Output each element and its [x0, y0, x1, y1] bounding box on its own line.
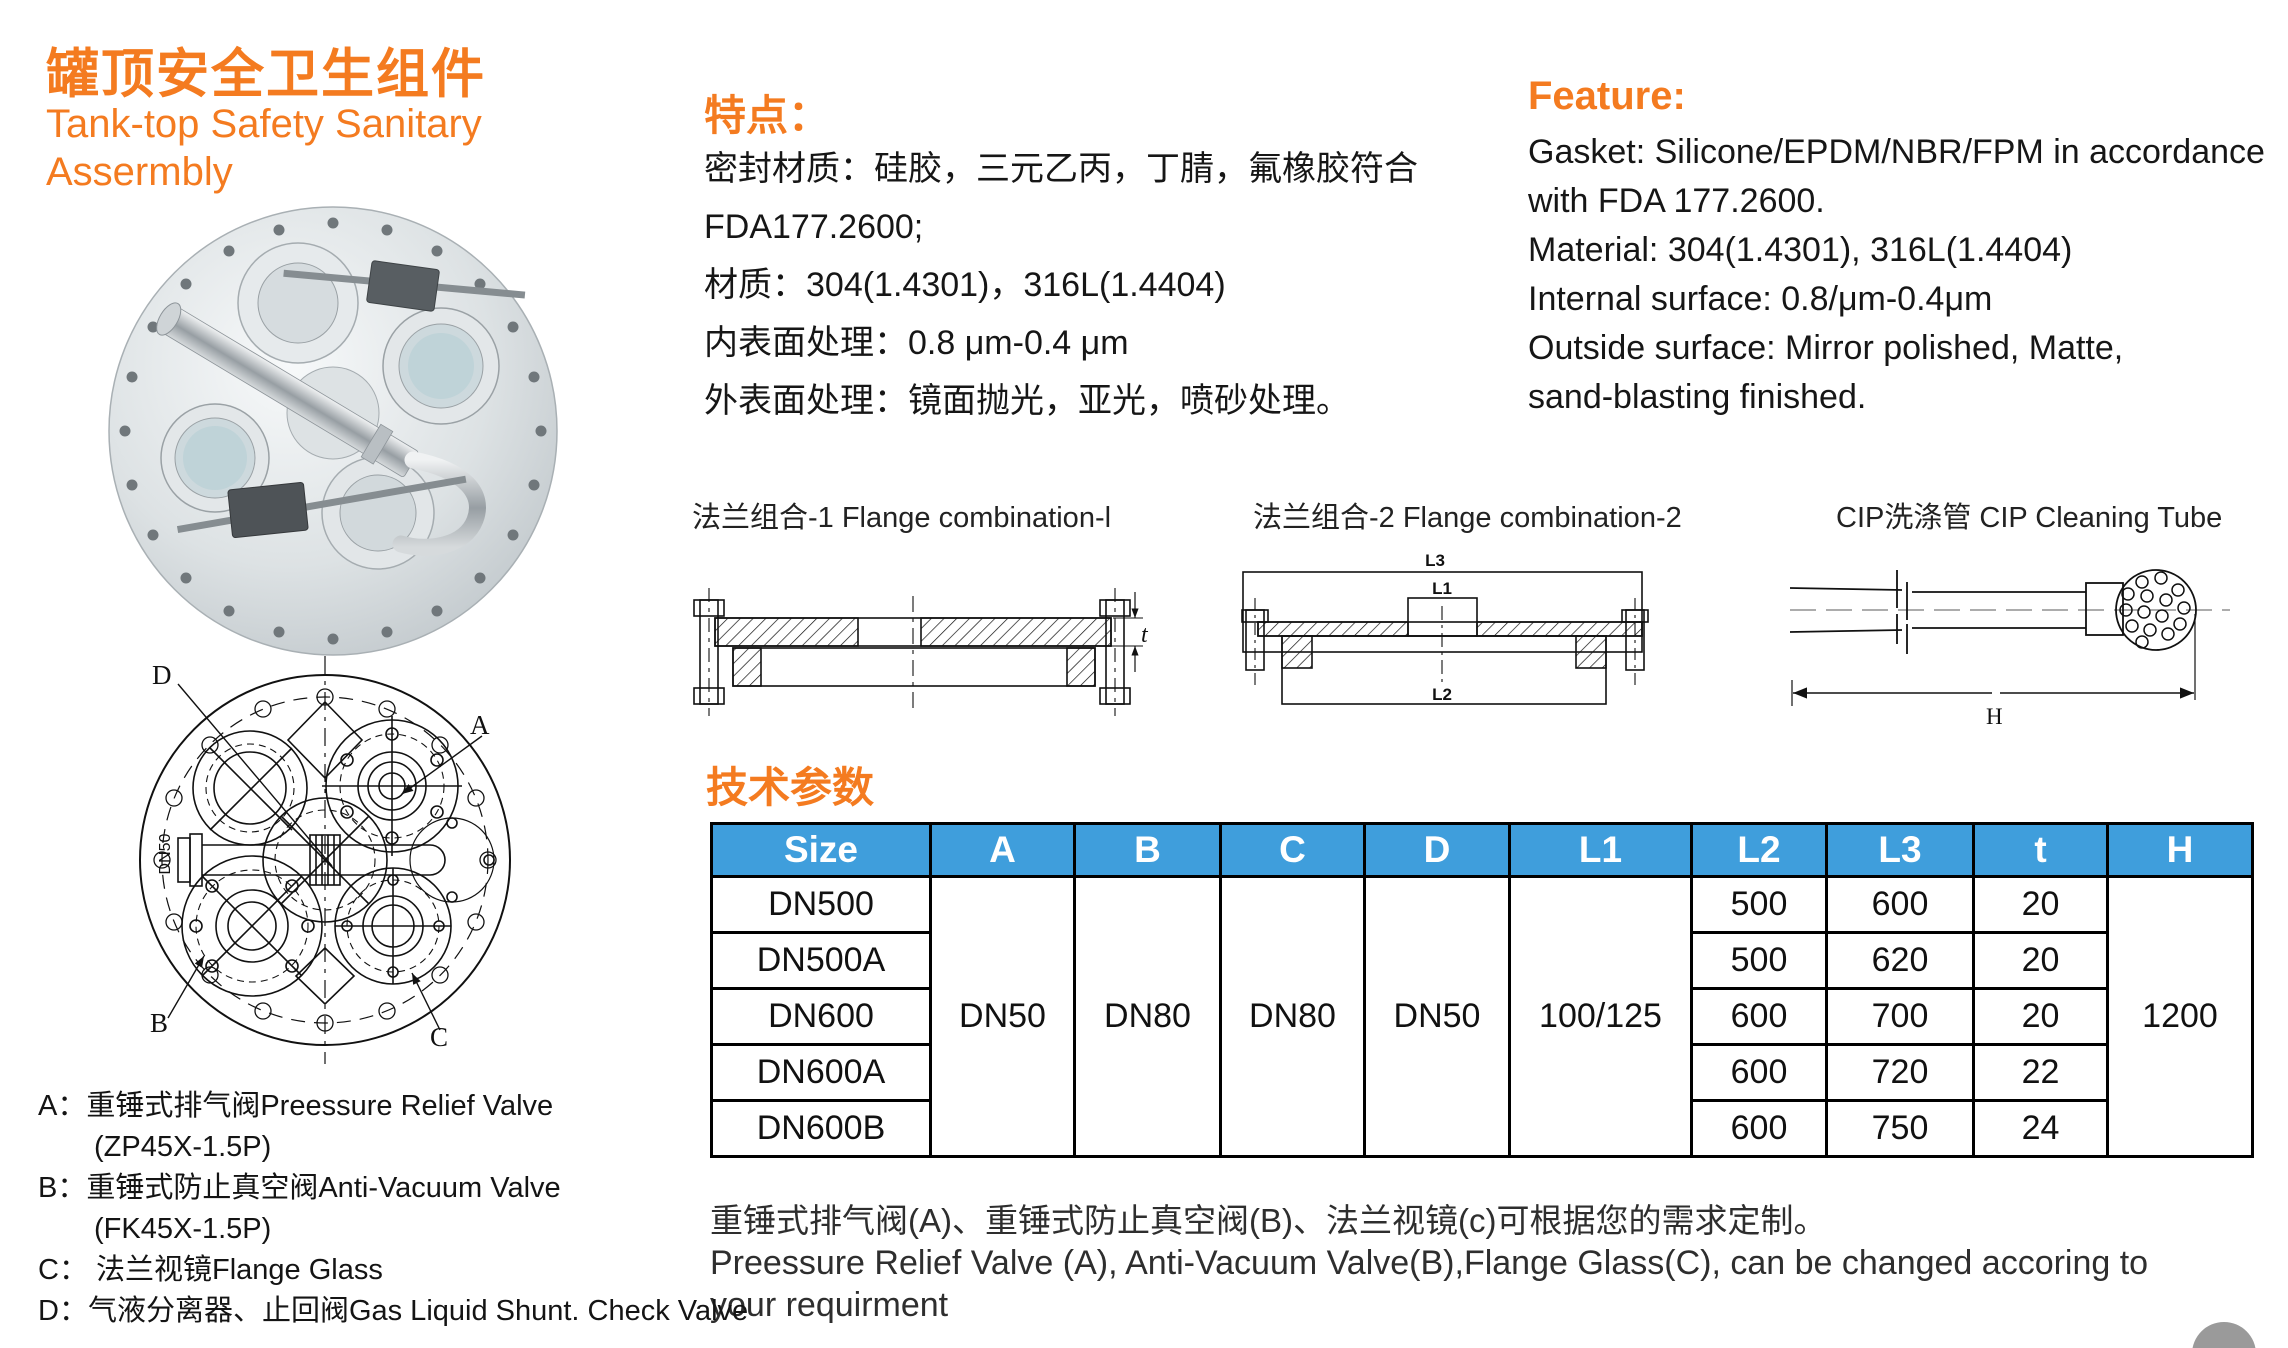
table-cell: 720 [1825, 1043, 1975, 1102]
bolt-holes [119, 217, 547, 645]
col-header-d: D [1363, 822, 1511, 878]
flange-combination-2-label: 法兰组合-2 Flange combination-2 [1253, 502, 1682, 534]
note-en-line1: Preessure Relief Valve (A), Anti-Vacuum … [710, 1244, 2149, 1282]
table-row: DN600 600 700 20 [710, 987, 2253, 1046]
table-cell: DN600 [710, 987, 932, 1046]
callout-b-label: B [150, 1008, 168, 1038]
feature-line: Gasket: Silicone/EPDM/NBR/FPM in accorda… [1528, 133, 2265, 171]
col-header-size: Size [710, 822, 932, 878]
dim-l1-label: L1 [1432, 579, 1452, 598]
col-header-l3: L3 [1825, 822, 1975, 878]
feature-line: Internal surface: 0.8/μm-0.4μm [1528, 280, 1993, 318]
dim-l3-label: L3 [1425, 551, 1445, 570]
feature-line: 内表面处理：0.8 μm-0.4 μm [704, 324, 1129, 362]
feature-line: 密封材质：硅胶，三元乙丙，丁腈，氟橡胶符合 [704, 150, 1418, 188]
page-title-zh: 罐顶安全卫生组件 [46, 45, 486, 104]
table-cell: 600 [1690, 987, 1828, 1046]
table-cell: 600 [1690, 1099, 1828, 1158]
col-header-l2: L2 [1690, 822, 1828, 878]
table-cell: 500 [1690, 931, 1828, 990]
table-row: DN500 DN50 DN80 DN80 DN50 100/125 500 60… [710, 875, 2254, 1158]
legend-item-d: D：气液分离器、止回阀Gas Liquid Shunt. Check Valve [38, 1295, 749, 1327]
legend-item-b-model: (FK45X-1.5P) [94, 1213, 272, 1245]
feature-line: FDA177.2600; [704, 208, 924, 246]
page-title-en: Tank-top Safety Sanitary Assermbly [46, 100, 482, 196]
pipe-size-label: DN50 [157, 833, 174, 874]
legend-item-a: A：重锤式排气阀Preessure Relief Valve [38, 1090, 554, 1122]
flange-combination-1-drawing: t [693, 588, 1149, 716]
feature-line: sand-blasting finished. [1528, 378, 1867, 416]
table-cell: 24 [1972, 1099, 2109, 1158]
table-cell: 500 [1690, 875, 1828, 934]
table-cell: 1200 [2106, 875, 2254, 1158]
feature-line: 外表面处理：镜面抛光，亚光，喷砂处理。 [704, 382, 1350, 420]
features-zh-text: 密封材质：硅胶，三元乙丙，丁腈，氟橡胶符合 FDA177.2600; 材质：30… [704, 140, 1418, 430]
note-en-line2: your requirment [710, 1286, 949, 1324]
table-cell: 22 [1972, 1043, 2109, 1102]
component-legend: A：重锤式排气阀Preessure Relief Valve (ZP45X-1.… [38, 1086, 748, 1332]
table-cell: DN80 [1219, 875, 1366, 1158]
table-cell: DN80 [1073, 875, 1222, 1158]
table-cell: 620 [1825, 931, 1975, 990]
features-zh-heading: 特点： [704, 92, 831, 139]
legend-item-a-model: (ZP45X-1.5P) [94, 1131, 272, 1163]
col-header-h: H [2106, 822, 2254, 878]
features-en-heading: Feature: [1528, 74, 1686, 118]
callout-c-label: C [430, 1022, 448, 1052]
feature-line: with FDA 177.2600. [1528, 182, 1825, 220]
page-title-en-line2: Assermbly [46, 150, 233, 194]
flange-combination-2-drawing: L3 L1 L2 [1241, 551, 1649, 705]
specs-table: Size A B C D L1 L2 L3 t H DN500 DN50 DN8… [710, 822, 2254, 1158]
dim-l2-label: L2 [1432, 685, 1452, 704]
col-header-b: B [1073, 822, 1222, 878]
table-cell: 600 [1825, 875, 1975, 934]
feature-line: 材质：304(1.4301)，316L(1.4404) [704, 266, 1226, 304]
specs-heading: 技术参数 [706, 764, 875, 811]
table-header-row: Size A B C D L1 L2 L3 t H [710, 822, 2254, 878]
feature-line: Outside surface: Mirror polished, Matte, [1528, 329, 2124, 367]
dim-t-label: t [1141, 622, 1149, 648]
col-header-l1: L1 [1508, 822, 1693, 878]
table-cell: 20 [1972, 931, 2109, 990]
table-cell: 100/125 [1508, 875, 1693, 1158]
assembly-drawing: D A B C DN50 [139, 656, 511, 1064]
table-cell: DN600B [710, 1099, 932, 1158]
table-cell: 20 [1972, 987, 2109, 1046]
legend-item-b: B：重锤式防止真空阀Anti-Vacuum Valve [38, 1172, 561, 1204]
table-cell: DN600A [710, 1043, 932, 1102]
table-row: DN600B 600 750 24 [710, 1099, 2253, 1158]
page-corner-decoration [2192, 1322, 2256, 1348]
table-cell: DN500 [710, 875, 932, 934]
callout-a-label: A [470, 710, 490, 740]
legend-item-c: C： 法兰视镜Flange Glass [38, 1254, 383, 1286]
table-row: DN500A 500 620 20 [710, 931, 2253, 990]
col-header-c: C [1219, 822, 1366, 878]
table-cell: 600 [1690, 1043, 1828, 1102]
cip-cleaning-tube-label: CIP洗涤管 CIP Cleaning Tube [1836, 502, 2223, 534]
feature-line: Material: 304(1.4301), 316L(1.4404) [1528, 231, 2073, 269]
page-title-en-line1: Tank-top Safety Sanitary [46, 102, 482, 146]
table-cell: DN500A [710, 931, 932, 990]
features-en-text: Gasket: Silicone/EPDM/NBR/FPM in accorda… [1528, 128, 2265, 422]
col-header-t: t [1972, 822, 2109, 878]
table-cell: DN50 [929, 875, 1076, 1158]
flange-combination-1-label: 法兰组合-1 Flange combination-l [692, 502, 1112, 534]
table-cell: 750 [1825, 1099, 1975, 1158]
table-cell: DN50 [1363, 875, 1511, 1158]
table-cell: 20 [1972, 875, 2109, 934]
dim-h-label: H [1986, 704, 2003, 729]
table-cell: 700 [1825, 987, 1975, 1046]
product-photo [108, 206, 558, 656]
callout-d-label: D [152, 660, 172, 690]
col-header-a: A [929, 822, 1076, 878]
cip-cleaning-tube-drawing: H [1790, 569, 2230, 729]
table-row: DN600A 600 720 22 [710, 1043, 2253, 1102]
note-zh: 重锤式排气阀(A)、重锤式防止真空阀(B)、法兰视镜(c)可根据您的需求定制。 [710, 1202, 1827, 1239]
customization-note: 重锤式排气阀(A)、重锤式防止真空阀(B)、法兰视镜(c)可根据您的需求定制。 … [710, 1200, 2148, 1326]
